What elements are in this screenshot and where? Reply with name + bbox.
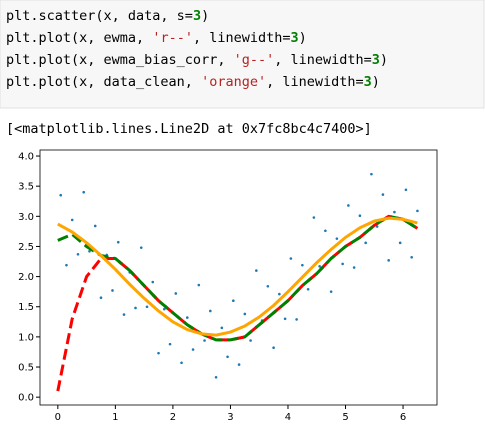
scatter-point bbox=[122, 313, 126, 316]
scatter-point bbox=[162, 307, 166, 311]
scatter-point bbox=[283, 317, 287, 321]
scatter-point bbox=[203, 339, 206, 342]
scatter-point bbox=[301, 263, 304, 267]
scatter-point bbox=[220, 326, 224, 330]
scatter-point bbox=[272, 346, 275, 350]
plot: 0.0 0.5 1.0 1.5 2.0 2.5 3.0 3.5 4.0 0 1 2 3 4 5 6 bbox=[18, 152, 419, 423]
scatter-point bbox=[375, 225, 379, 228]
scatter-point bbox=[70, 218, 74, 222]
scatter-point bbox=[157, 351, 160, 355]
code-cell bbox=[0, 0, 485, 109]
scatter-point bbox=[329, 290, 333, 293]
x-tick-label: 2 bbox=[170, 412, 176, 423]
scatter-point bbox=[381, 193, 385, 196]
scatter-point bbox=[214, 375, 218, 379]
x-tick-label: 5 bbox=[342, 412, 348, 423]
plot-frame bbox=[39, 149, 438, 406]
scatter-point bbox=[324, 229, 327, 233]
scatter-point bbox=[416, 209, 419, 213]
scatter-point bbox=[145, 305, 149, 309]
scatter-point bbox=[88, 249, 91, 253]
scatter-point bbox=[352, 266, 356, 269]
x-tick-label: 6 bbox=[400, 412, 406, 423]
y-tick-label: 3.0 bbox=[18, 212, 34, 223]
scatter-point bbox=[249, 339, 252, 342]
line bbox=[57, 214, 419, 342]
scatter-point bbox=[139, 246, 143, 249]
scatter-point bbox=[99, 296, 103, 299]
scatter-point bbox=[393, 210, 396, 214]
scatter-point bbox=[151, 280, 155, 284]
code-line: plt.scatter(x, data, s=3) bbox=[6, 8, 209, 24]
scatter-point bbox=[312, 216, 316, 219]
scatter-point bbox=[318, 265, 321, 268]
scatter-point bbox=[134, 306, 137, 310]
scatter-point bbox=[266, 284, 270, 288]
scatter-point bbox=[398, 241, 402, 245]
x-tick-label: 4 bbox=[285, 412, 291, 423]
scatter-point bbox=[335, 237, 339, 240]
scatter-point bbox=[255, 269, 258, 272]
y-tick-label: 3.5 bbox=[18, 182, 34, 193]
scatter-point bbox=[65, 263, 68, 267]
line bbox=[57, 216, 418, 337]
y-tick-label: 2.0 bbox=[18, 272, 34, 283]
scatter-point bbox=[278, 292, 281, 296]
scatter-point bbox=[185, 316, 189, 319]
scatter-point bbox=[364, 241, 367, 245]
y-tick-label: 0.5 bbox=[18, 363, 34, 374]
y-tick-label: 0.0 bbox=[18, 393, 34, 404]
scatter-point bbox=[226, 355, 229, 359]
scatter-point bbox=[180, 361, 183, 365]
y-tick-label: 1.5 bbox=[18, 302, 34, 313]
scatter-point bbox=[232, 299, 235, 303]
scatter-point bbox=[197, 283, 201, 287]
scatter-point bbox=[116, 240, 120, 244]
scatter-point bbox=[191, 348, 195, 351]
y-tick-label: 1.0 bbox=[18, 332, 34, 343]
x-tick-label: 0 bbox=[55, 412, 61, 423]
scatter-point bbox=[306, 287, 310, 291]
y-tick-label: 4.0 bbox=[18, 152, 34, 163]
scatter-point bbox=[387, 259, 390, 262]
scatter-point bbox=[347, 204, 350, 207]
scatter-point bbox=[76, 252, 80, 256]
scatter-point bbox=[93, 224, 97, 228]
code-line: plt.plot(x, ewma, 'r--', linewidth=3) bbox=[6, 30, 307, 46]
output-text: [<matplotlib.lines.Line2D at 0x7fc8bc4c7… bbox=[6, 121, 372, 137]
scatter-point bbox=[174, 292, 178, 295]
scatter-point bbox=[289, 257, 293, 260]
code-line: plt.plot(x, data_clean, 'orange', linewi… bbox=[6, 74, 380, 90]
scatter-point bbox=[358, 214, 362, 218]
scatter-point bbox=[237, 363, 241, 366]
scatter-point bbox=[243, 312, 247, 316]
code-line: plt.plot(x, ewma_bias_corr, 'g--', linew… bbox=[6, 52, 388, 68]
y-tick-label: 2.5 bbox=[18, 242, 34, 253]
scatter-point bbox=[295, 318, 298, 321]
scatter-point bbox=[370, 172, 373, 176]
scatter-point bbox=[168, 342, 172, 346]
x-tick-label: 3 bbox=[227, 412, 233, 423]
scatter-point bbox=[111, 289, 114, 292]
scatter-point bbox=[209, 309, 212, 313]
x-tick-label: 1 bbox=[112, 412, 118, 423]
scatter-point bbox=[404, 188, 408, 192]
scatter-point bbox=[410, 256, 413, 259]
scatter-point bbox=[82, 190, 86, 194]
scatter-point bbox=[59, 193, 63, 197]
scatter-point bbox=[341, 262, 344, 266]
